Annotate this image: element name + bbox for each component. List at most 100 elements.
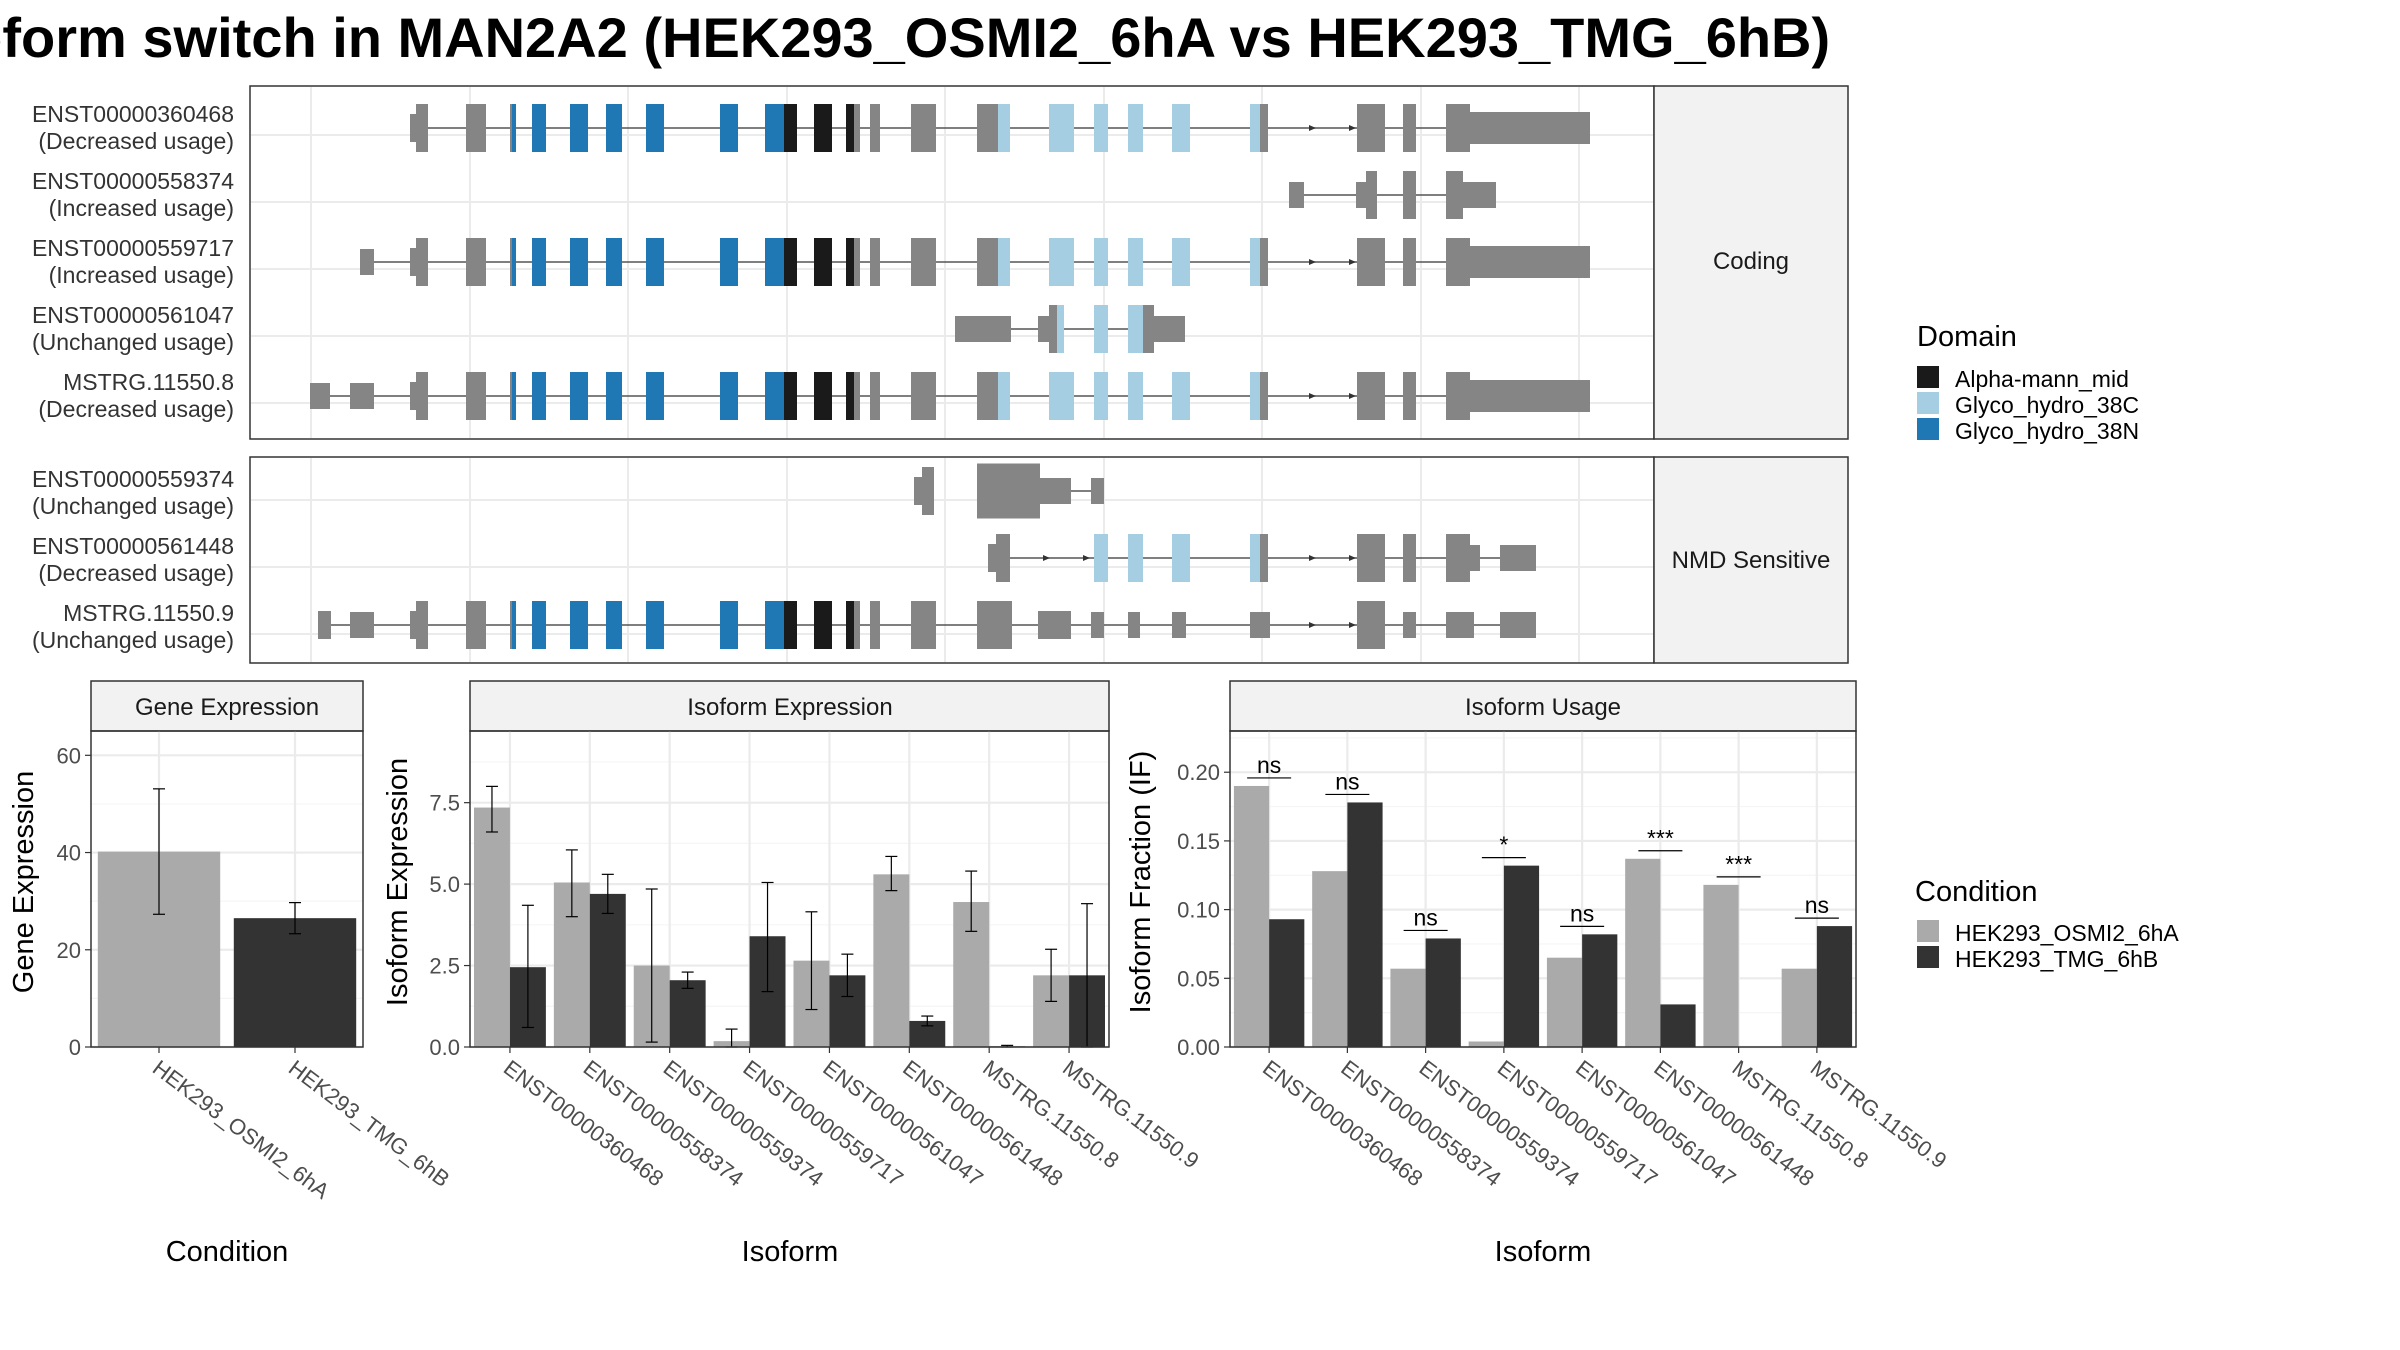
transcript-tracks <box>310 104 1590 649</box>
exon <box>466 104 486 152</box>
transcript-usage-label: (Decreased usage) <box>38 128 234 154</box>
exon <box>1403 612 1416 638</box>
bar <box>1503 865 1540 1047</box>
transcript-id-label: ENST00000558374 <box>32 168 234 194</box>
exon <box>922 467 934 515</box>
transcript-id-label: ENST00000561047 <box>32 302 234 328</box>
exon <box>416 372 428 420</box>
exon <box>1057 305 1064 353</box>
exon <box>977 372 998 420</box>
exon <box>1143 305 1154 353</box>
nmd-panel-border <box>249 456 1655 664</box>
exon <box>765 238 784 286</box>
exon <box>765 601 784 649</box>
x-axis-title: Condition <box>166 1236 289 1268</box>
bar <box>1625 858 1661 1047</box>
panel-strip <box>469 680 1110 732</box>
coding-strip <box>1653 85 1849 440</box>
x-axis-title: Isoform <box>1495 1236 1592 1268</box>
x-tick-label: MSTRG.11550.9 <box>1058 1055 1204 1173</box>
strand-arrow <box>1309 393 1316 399</box>
coding-strip-label: Coding <box>1713 248 1789 275</box>
exon <box>310 383 330 409</box>
legend-label: Glyco_hydro_38C <box>1955 392 2139 418</box>
y-tick-label: 0.0 <box>429 1035 460 1060</box>
exon <box>512 601 516 649</box>
exon <box>532 601 546 649</box>
bar <box>1816 926 1853 1047</box>
panel-strip <box>1229 680 1857 732</box>
strand-arrow <box>1043 555 1050 561</box>
exon <box>998 104 1010 152</box>
strand-arrow <box>1349 259 1356 265</box>
exon <box>466 601 486 649</box>
exon <box>512 372 516 420</box>
exon <box>410 611 416 639</box>
panel-title: Isoform Expression <box>687 694 892 721</box>
exon <box>1250 372 1260 420</box>
exon <box>1260 534 1268 582</box>
exon <box>532 372 546 420</box>
exon <box>1128 104 1143 152</box>
exon <box>1446 171 1463 219</box>
exon <box>1470 380 1590 412</box>
exon <box>988 544 996 572</box>
bar <box>473 807 510 1047</box>
exon <box>870 601 880 649</box>
exon <box>1500 545 1536 571</box>
transcript-usage-label: (Increased usage) <box>49 262 234 288</box>
exon <box>570 372 588 420</box>
exon <box>1128 612 1140 638</box>
strand-arrow <box>1309 622 1316 628</box>
exon <box>1049 372 1074 420</box>
exon <box>854 104 860 152</box>
exon <box>1172 238 1190 286</box>
exon <box>914 477 922 505</box>
y-tick-label: 0.20 <box>1177 760 1220 785</box>
exon <box>1172 534 1190 582</box>
exon <box>977 601 1012 649</box>
exon <box>1357 534 1385 582</box>
legend-key-glyco-hydro-38c <box>1917 392 1939 414</box>
exon <box>1500 612 1536 638</box>
exon <box>606 104 622 152</box>
exon <box>784 372 797 420</box>
exon <box>1260 104 1268 152</box>
transcript-id-label: ENST00000559374 <box>32 466 234 492</box>
bar <box>1703 884 1739 1047</box>
exon <box>1172 372 1190 420</box>
exon <box>1260 238 1268 286</box>
exon <box>646 372 664 420</box>
significance-label: ns <box>1335 768 1359 794</box>
panel-border <box>90 730 364 1048</box>
exon <box>410 114 416 142</box>
exon <box>996 534 1010 582</box>
bar <box>1546 957 1583 1047</box>
strand-arrow <box>1309 125 1316 131</box>
x-axis-title: Isoform <box>742 1236 839 1268</box>
exon <box>1040 478 1071 504</box>
exon <box>1250 238 1260 286</box>
exon <box>1403 372 1416 420</box>
exon <box>646 601 664 649</box>
exon <box>510 601 512 649</box>
transcript-id-label: MSTRG.11550.8 <box>63 369 234 395</box>
exon <box>998 372 1010 420</box>
significance-label: * <box>1499 832 1508 858</box>
panel-title: Isoform Usage <box>1465 694 1621 721</box>
exon <box>1094 238 1108 286</box>
exon <box>570 238 588 286</box>
exon <box>1091 478 1104 504</box>
strand-arrow <box>1309 259 1316 265</box>
exon <box>646 238 664 286</box>
significance-label: ns <box>1257 752 1281 778</box>
exon <box>814 238 832 286</box>
y-tick-label: 0.00 <box>1177 1035 1220 1060</box>
exon <box>570 601 588 649</box>
exon <box>1446 534 1470 582</box>
exon <box>410 382 416 410</box>
exon <box>318 611 331 639</box>
exon <box>1172 612 1186 638</box>
transcript-usage-label: (Unchanged usage) <box>32 329 234 355</box>
transcript-id-label: MSTRG.11550.9 <box>63 600 234 626</box>
